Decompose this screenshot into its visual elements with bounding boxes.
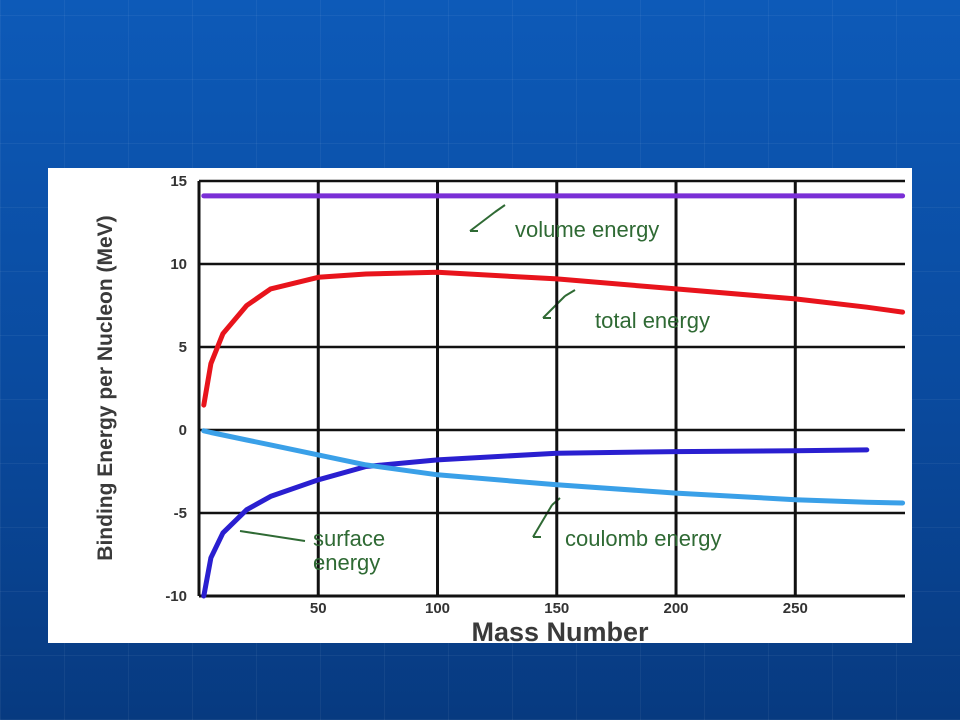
x-tick-label: 200 [664, 600, 689, 617]
chart-image [48, 168, 912, 643]
arrow [469, 204, 506, 232]
y-tick-label: 15 [170, 173, 187, 190]
series-annotation: volume energy [515, 217, 660, 242]
arrow [239, 530, 306, 542]
y-axis-label: Binding Energy per Nucleon (MeV) [94, 215, 117, 560]
x-tick-label: 50 [310, 600, 327, 617]
x-tick-label: 100 [425, 600, 450, 617]
series-line [201, 428, 906, 506]
series-annotation: coulomb energy [565, 526, 722, 551]
series-line [201, 269, 906, 408]
series-annotation: total energy [595, 308, 710, 333]
y-tick-label: -10 [165, 588, 187, 605]
y-tick-label: 5 [179, 339, 187, 356]
y-tick-label: 0 [179, 422, 187, 439]
x-axis-label: Mass Number [471, 617, 649, 647]
series-annotation: surface energy [313, 526, 386, 575]
x-tick-label: 150 [544, 600, 569, 617]
x-tick-label: 250 [783, 600, 808, 617]
arrow [542, 289, 576, 319]
series-line [201, 447, 870, 599]
y-tick-label: 10 [170, 256, 187, 273]
y-tick-label: -5 [174, 505, 187, 522]
